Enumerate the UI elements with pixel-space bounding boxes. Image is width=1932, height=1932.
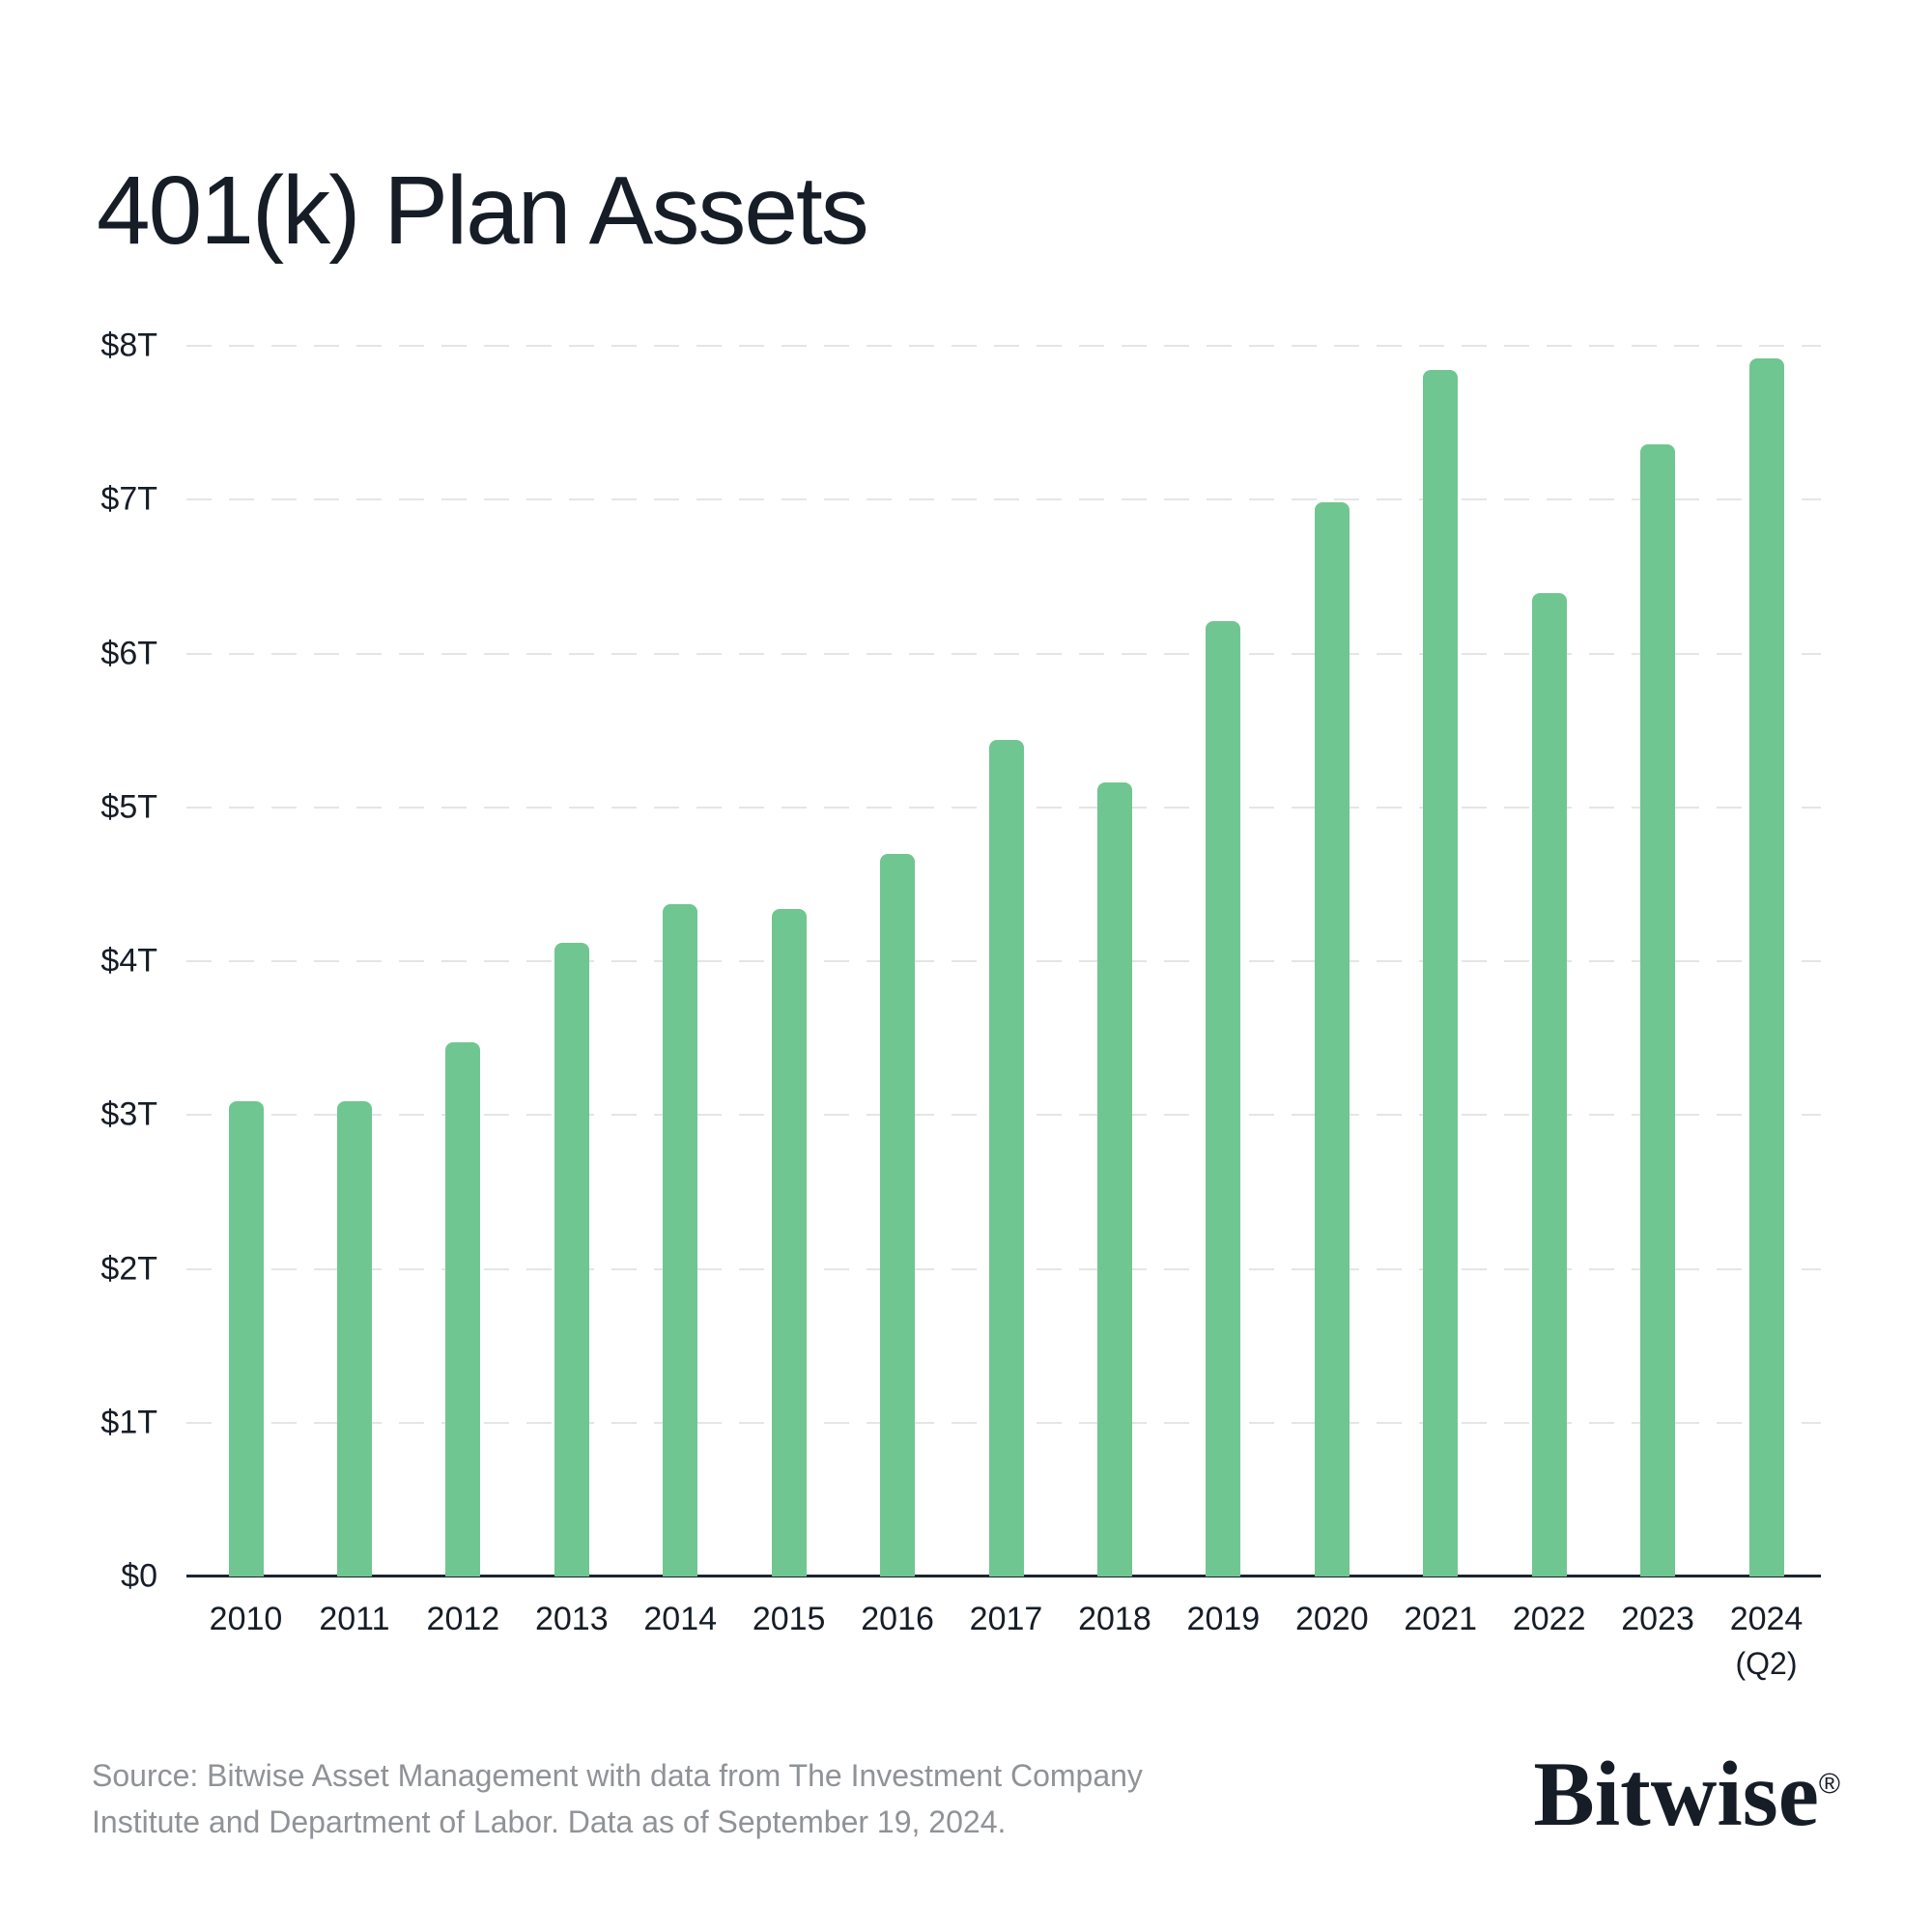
y-tick-label-8t: $8T [100, 327, 157, 364]
x-tick-year-2022: 2022 [1512, 1601, 1586, 1637]
bar-2012 [445, 1042, 481, 1577]
x-tick-year-2011: 2011 [319, 1601, 390, 1637]
bar-2011 [336, 1100, 372, 1577]
x-tick-year-2014: 2014 [643, 1601, 718, 1637]
bar-2018 [1096, 782, 1132, 1577]
bitwise-logo-text: Bitwise [1533, 1743, 1819, 1845]
x-tick-label-2010: 2010 [210, 1600, 283, 1639]
x-tick-label-2014: 2014 [643, 1600, 717, 1639]
gridline-8t [186, 345, 1821, 347]
bar-2019 [1206, 621, 1241, 1577]
bar-2021 [1423, 370, 1459, 1577]
x-tick-label-2015: 2015 [753, 1600, 826, 1639]
x-tick-year-2020: 2020 [1294, 1601, 1369, 1637]
bar-2022 [1531, 593, 1567, 1577]
bitwise-logo: Bitwise® [1533, 1748, 1840, 1840]
y-tick-label-5t: $5T [100, 788, 157, 826]
x-tick-label-2016: 2016 [861, 1600, 934, 1639]
x-tick-year-2019: 2019 [1186, 1601, 1261, 1637]
y-tick-label-1t: $1T [100, 1404, 157, 1441]
bar-2020 [1314, 502, 1350, 1577]
source-note-line1: Source: Bitwise Asset Management with da… [92, 1758, 1143, 1793]
x-tick-year-2013: 2013 [534, 1601, 609, 1637]
x-tick-year-2010: 2010 [209, 1601, 283, 1637]
x-tick-sublabel-2024: (Q2) [1735, 1645, 1798, 1681]
y-tick-label-2t: $2T [100, 1250, 157, 1287]
page-title: 401(k) Plan Assets [97, 156, 869, 265]
bar-2014 [663, 904, 698, 1577]
source-note-line2: Institute and Department of Labor. Data … [92, 1804, 1007, 1839]
y-tick-label-7t: $7T [100, 480, 157, 518]
x-tick-label-2013: 2013 [535, 1600, 609, 1639]
bar-2010 [228, 1100, 264, 1577]
x-tick-label-2023: 2023 [1621, 1600, 1694, 1639]
bar-2015 [771, 908, 807, 1577]
x-tick-year-2017: 2017 [969, 1601, 1043, 1637]
y-tick-label-0: $0 [121, 1557, 157, 1595]
bar-2023 [1640, 443, 1676, 1577]
x-tick-year-2012: 2012 [426, 1601, 500, 1637]
x-tick-year-2018: 2018 [1078, 1601, 1151, 1637]
source-note: Source: Bitwise Asset Management with da… [92, 1752, 1143, 1845]
x-tick-label-2012: 2012 [427, 1600, 500, 1639]
x-tick-label-2018: 2018 [1078, 1600, 1151, 1639]
bar-2017 [988, 739, 1024, 1577]
x-tick-year-2021: 2021 [1404, 1601, 1478, 1637]
gridline-6t [186, 652, 1821, 655]
x-tick-label-2011: 2011 [319, 1600, 389, 1639]
x-tick-label-2022: 2022 [1513, 1600, 1586, 1639]
x-tick-label-2017: 2017 [970, 1600, 1043, 1639]
x-tick-label-2020: 2020 [1295, 1600, 1369, 1639]
registered-trademark-icon: ® [1818, 1768, 1840, 1801]
x-tick-label-2024: 2024 (Q2) [1730, 1600, 1804, 1682]
x-tick-label-2021: 2021 [1404, 1600, 1477, 1639]
x-axis-labels: 2010 2011 2012 2013 2014 2015 2016 2017 2018 2019… [186, 1600, 1821, 1716]
x-tick-year-2024: 2024 [1729, 1601, 1804, 1637]
x-tick-year-2023: 2023 [1621, 1601, 1694, 1637]
bar-2024 [1748, 357, 1784, 1577]
y-tick-label-6t: $6T [100, 635, 157, 671]
y-tick-label-4t: $4T [100, 942, 157, 980]
x-tick-label-2019: 2019 [1187, 1600, 1261, 1639]
bar-2013 [554, 942, 589, 1577]
x-tick-year-2015: 2015 [752, 1601, 826, 1637]
gridline-7t [186, 498, 1821, 501]
x-tick-year-2016: 2016 [861, 1601, 934, 1637]
y-tick-label-3t: $3T [100, 1095, 157, 1133]
bar-2016 [880, 853, 916, 1577]
bar-chart-plot-area [186, 345, 1821, 1577]
y-axis-labels: $8T $7T $6T $5T $4T $3T $2T $1T $0 [0, 327, 157, 1595]
